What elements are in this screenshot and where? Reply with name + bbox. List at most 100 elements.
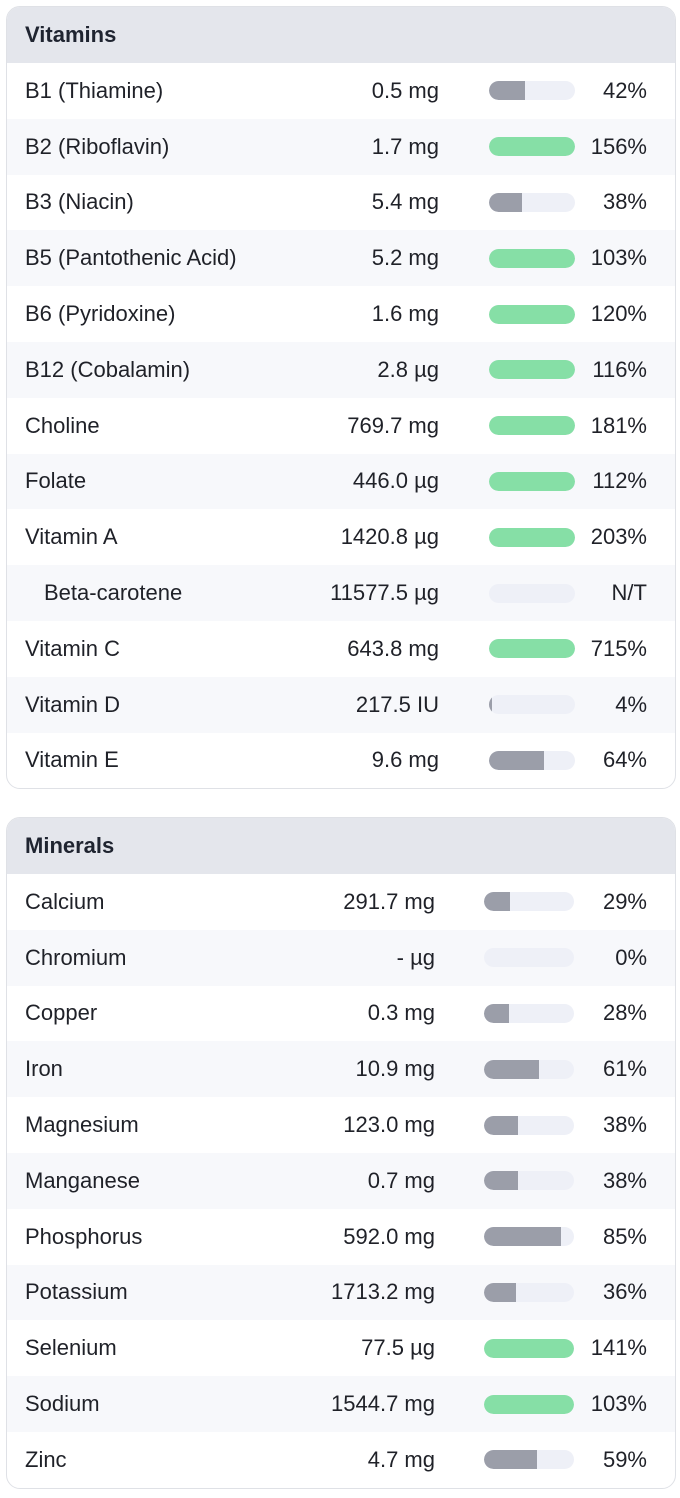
daily-value-percent: 4% [615,691,647,717]
daily-value-percent: 38% [602,1112,647,1138]
nutrient-row: Vitamin A 1420.8 µg 203% [7,509,675,565]
daily-value-percent: 715% [590,635,647,661]
daily-value-bar [489,137,575,157]
daily-value-percent: 29% [602,888,647,914]
nutrient-amount: 643.8 mg [347,635,439,661]
daily-value-bar [489,527,575,547]
nutrient-row: B12 (Cobalamin) 2.8 µg 116% [7,341,675,398]
nutrient-row: B5 (Pantothenic Acid) 5.2 mg 103% [7,230,675,287]
daily-value-bar-fill [489,81,526,101]
daily-value-bar [484,1282,574,1302]
daily-value-bar-fill [484,1003,510,1023]
daily-value-bar-fill [484,1394,574,1414]
daily-value-bar-fill [484,1115,519,1135]
daily-value-bar-fill [489,750,545,770]
nutrient-name: Calcium [25,888,105,914]
nutrient-amount: 1544.7 mg [331,1391,435,1417]
daily-value-percent: N/T [611,580,647,606]
daily-value-bar-fill [484,892,511,912]
nutrient-name: Magnesium [25,1112,139,1138]
daily-value-percent: 42% [602,77,647,103]
nutrient-row: Beta-carotene 11577.5 µg N/T [7,565,675,621]
nutrient-amount: 769.7 mg [347,412,439,438]
nutrient-name: Vitamin D [25,691,120,717]
daily-value-bar [489,248,575,268]
nutrient-amount: 11577.5 µg [330,580,439,606]
daily-value-percent: 103% [590,1391,647,1417]
daily-value-bar [484,948,574,968]
daily-value-bar-fill [484,1227,561,1247]
daily-value-bar [484,1059,574,1079]
daily-value-bar-fill [489,471,575,491]
nutrient-amount: - µg [396,944,435,970]
nutrient-row: Phosphorus 592.0 mg 85% [7,1209,675,1265]
daily-value-percent: 64% [602,747,647,773]
nutrient-row: Calcium 291.7 mg 29% [7,874,675,930]
nutrient-name: Selenium [25,1335,117,1361]
nutrient-name: B3 (Niacin) [25,189,134,215]
nutrient-row: Manganese 0.7 mg 38% [7,1152,675,1209]
daily-value-bar-fill [484,1171,519,1191]
daily-value-bar-fill [484,1338,574,1358]
nutrient-amount: 592.0 mg [343,1223,435,1249]
minerals-card: Minerals Calcium 291.7 mg 29% Chromium - µg 0… [6,817,676,1489]
nutrient-amount: 1.7 mg [371,133,439,159]
daily-value-bar [484,1171,574,1191]
minerals-rows: Calcium 291.7 mg 29% Chromium - µg 0% Copper 0.… [7,874,675,1488]
nutrient-row: Vitamin D 217.5 IU 4% [7,676,675,733]
nutrient-name: B1 (Thiamine) [25,77,164,103]
nutrient-row: Choline 769.7 mg 181% [7,398,675,454]
daily-value-bar-fill [489,695,493,715]
daily-value-bar-fill [489,360,575,380]
nutrient-name: Folate [25,468,87,494]
nutrient-row: Chromium - µg 0% [7,929,675,986]
daily-value-percent: 38% [602,1167,647,1193]
daily-value-percent: 181% [590,412,647,438]
nutrient-row: Selenium 77.5 µg 141% [7,1320,675,1376]
nutrient-amount: 1713.2 mg [331,1279,435,1305]
vitamins-header: Vitamins [7,7,675,63]
daily-value-bar-fill [484,1450,538,1470]
daily-value-percent: 141% [590,1335,647,1361]
nutrient-name: Sodium [25,1391,100,1417]
nutrient-name: Potassium [25,1279,128,1305]
daily-value-percent: 59% [602,1446,647,1472]
daily-value-bar [484,1115,574,1135]
daily-value-bar [489,639,575,659]
daily-value-percent: 203% [590,524,647,550]
nutrient-name: Zinc [25,1446,67,1472]
nutrient-row: Iron 10.9 mg 61% [7,1041,675,1098]
daily-value-percent: 36% [602,1279,647,1305]
daily-value-bar [489,192,575,212]
nutrient-row: Vitamin E 9.6 mg 64% [7,733,675,789]
daily-value-percent: 103% [590,245,647,271]
nutrient-amount: 77.5 µg [361,1335,435,1361]
daily-value-bar [484,1450,574,1470]
nutrient-row: Copper 0.3 mg 28% [7,986,675,1042]
nutrient-amount: 123.0 mg [343,1112,435,1138]
nutrient-name: Vitamin C [25,635,120,661]
daily-value-bar-fill [489,137,575,157]
daily-value-bar-fill [489,527,575,547]
nutrient-amount: 217.5 IU [355,691,439,717]
nutrient-name: Vitamin A [25,524,118,550]
daily-value-bar [489,416,575,436]
nutrient-row: Vitamin C 643.8 mg 715% [7,621,675,677]
daily-value-bar-fill [489,639,575,659]
daily-value-percent: 38% [602,189,647,215]
daily-value-bar-fill [489,192,522,212]
nutrient-amount: 4.7 mg [367,1446,435,1472]
nutrient-amount: 1.6 mg [371,301,439,327]
daily-value-bar [489,360,575,380]
nutrient-amount: 2.8 µg [377,356,439,382]
nutrient-name: B2 (Riboflavin) [25,133,170,159]
nutrient-amount: 10.9 mg [355,1056,436,1082]
nutrient-name: Iron [25,1056,63,1082]
nutrient-name: Copper [25,1000,98,1026]
daily-value-percent: 156% [590,133,647,159]
nutrient-row: Sodium 1544.7 mg 103% [7,1376,675,1432]
daily-value-percent: 112% [592,468,647,494]
daily-value-bar [484,1338,574,1358]
vitamins-rows: B1 (Thiamine) 0.5 mg 42% B2 (Riboflavin) 1.7… [7,63,675,788]
daily-value-bar [489,583,575,603]
